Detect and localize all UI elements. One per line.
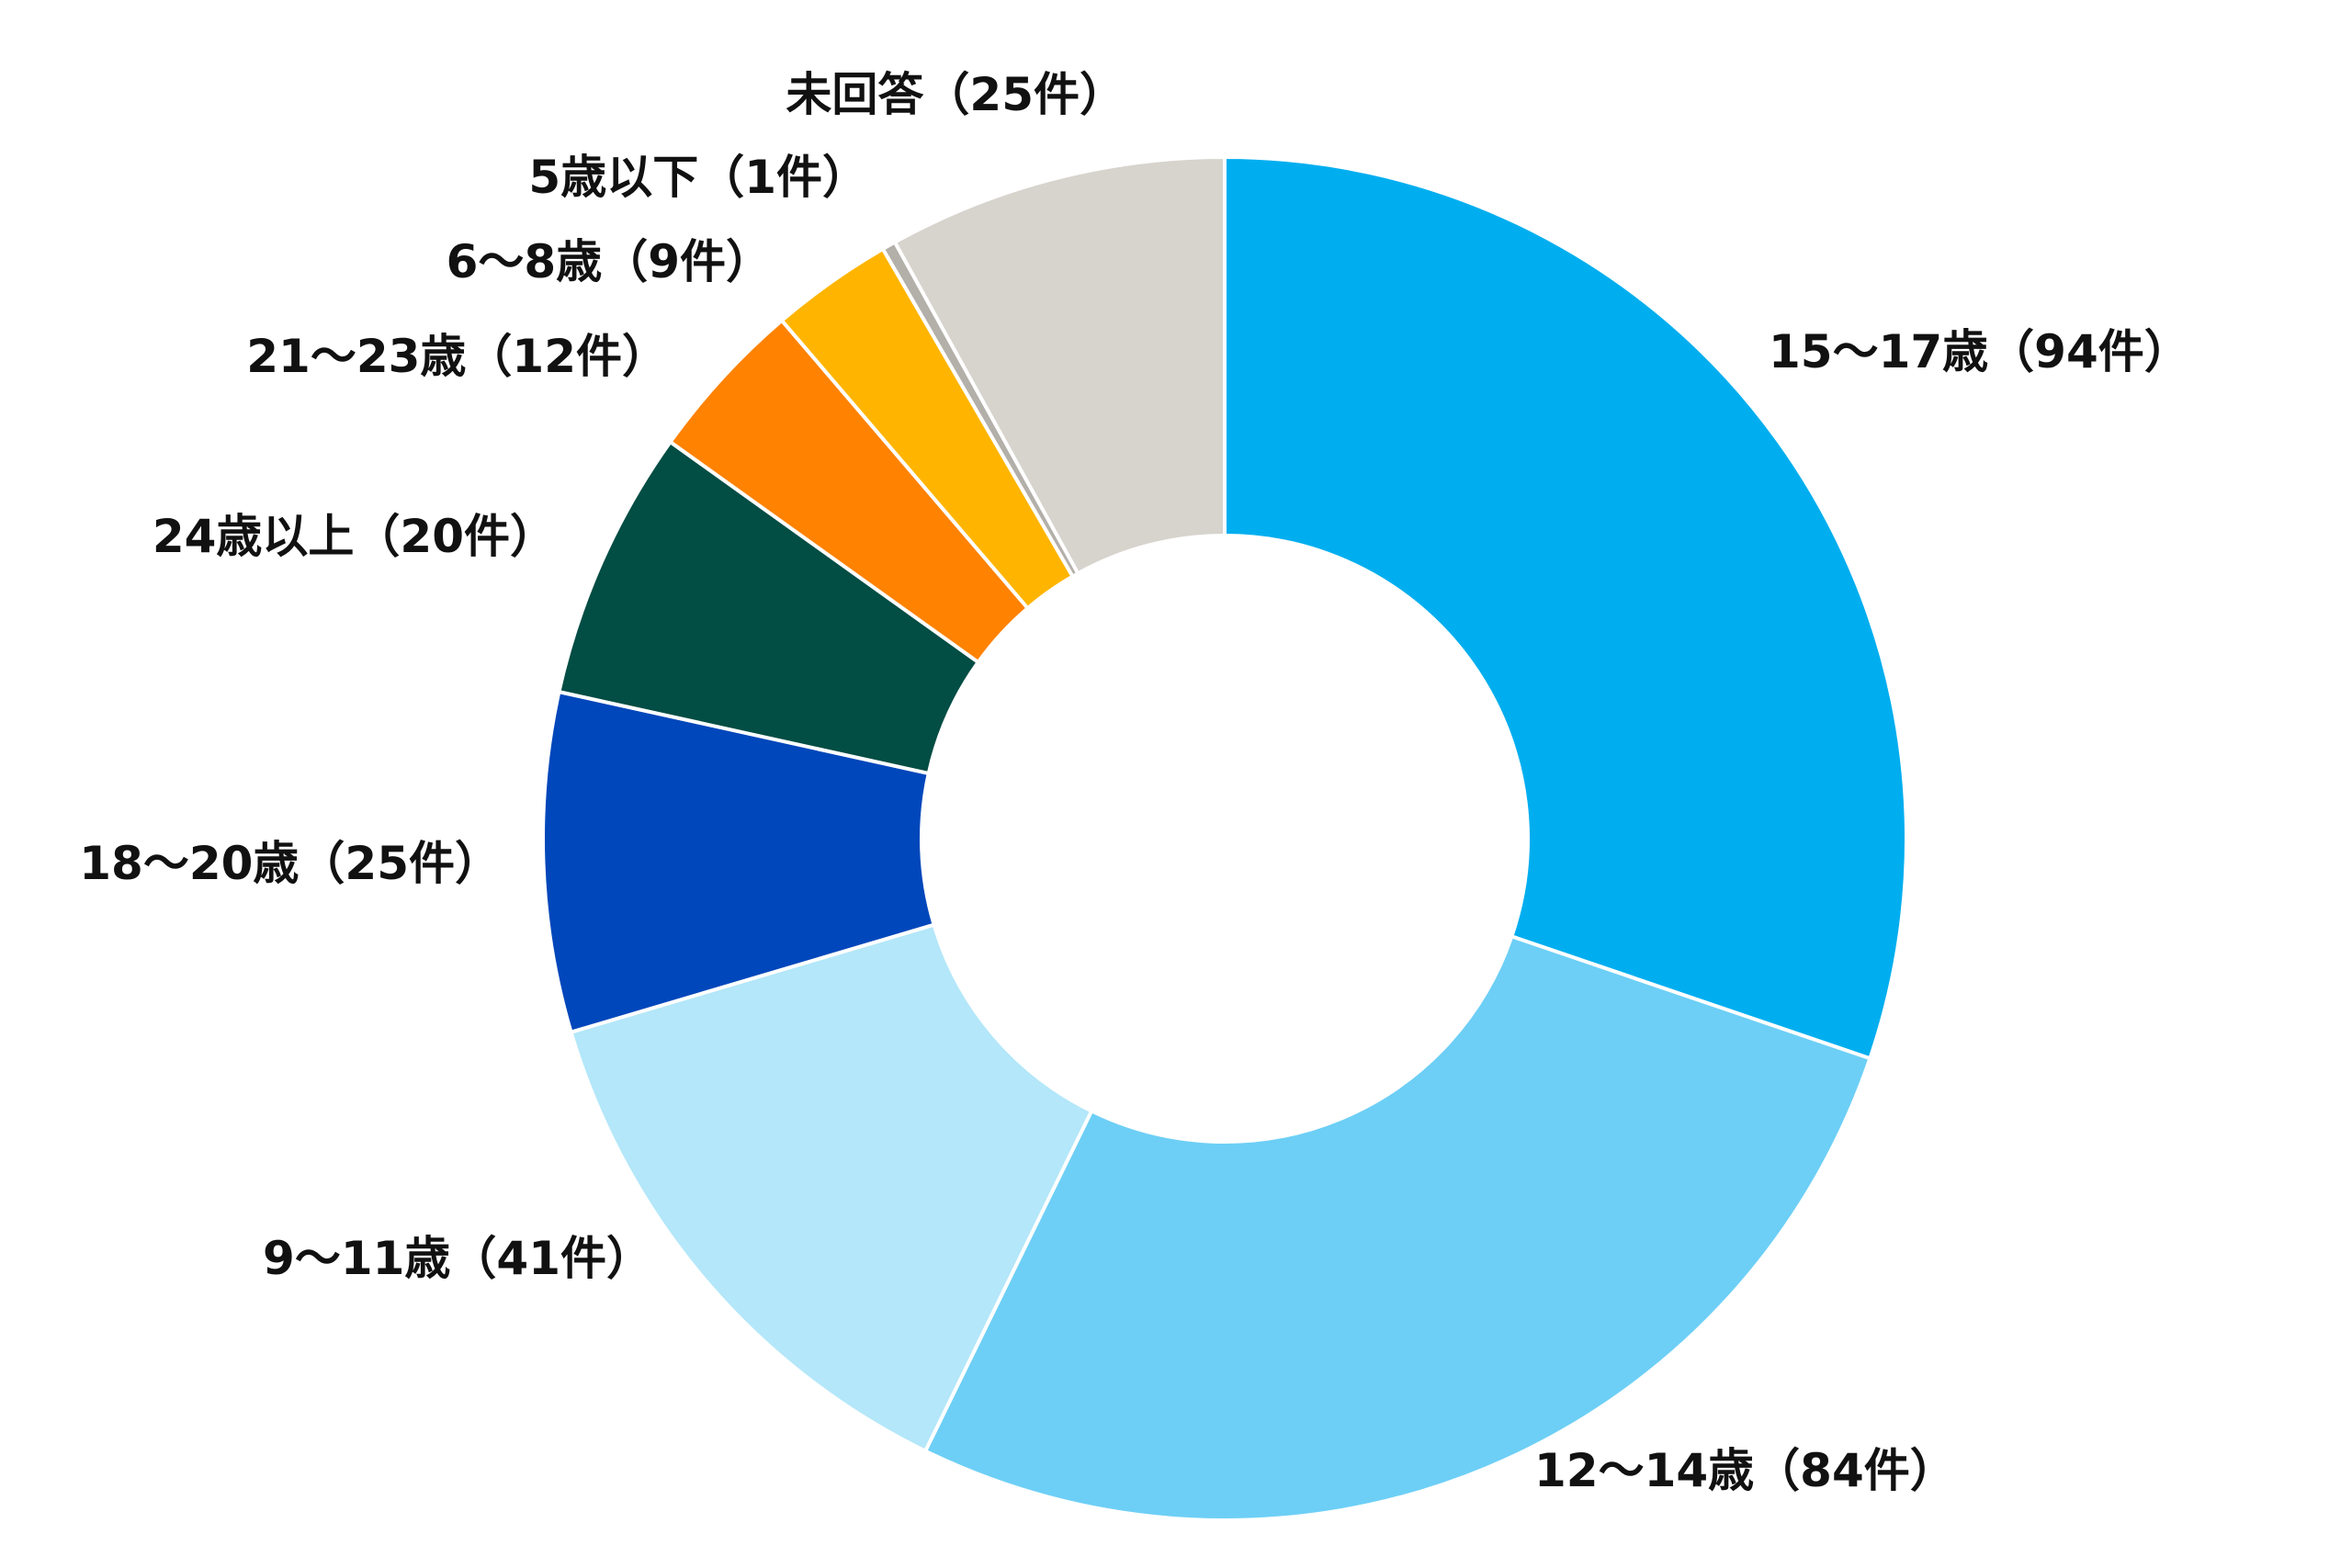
- slice-label-2: 12〜14歳（84件）: [1534, 1444, 1956, 1497]
- slice-label-8: 5歳以下（1件）: [528, 151, 868, 204]
- slice-label-9: 未回答（25件）: [786, 68, 1125, 121]
- slice-label-3: 9〜11歳（41件）: [263, 1232, 652, 1285]
- slice-label-5: 24歳以上（20件）: [153, 510, 556, 563]
- slices-layer: [541, 155, 1908, 1523]
- labels-layer: 15〜17歳（94件） 12〜14歳（84件） 9〜11歳（41件） 18〜20歳（2…: [79, 68, 2190, 1497]
- slice-2: [923, 934, 1872, 1523]
- slice-1: [1223, 155, 1908, 1061]
- slice-label-4: 18〜20歳（25件）: [79, 837, 501, 890]
- slice-9: [892, 155, 1227, 576]
- slice-3: [569, 922, 1094, 1453]
- slice-label-6: 21〜23歳（12件）: [246, 330, 668, 383]
- slice-4: [541, 690, 936, 1034]
- slice-label-7: 6〜8歳（9件）: [447, 235, 772, 288]
- slice-5: [557, 440, 980, 775]
- slice-label-1: 15〜17歳（94件）: [1769, 325, 2190, 378]
